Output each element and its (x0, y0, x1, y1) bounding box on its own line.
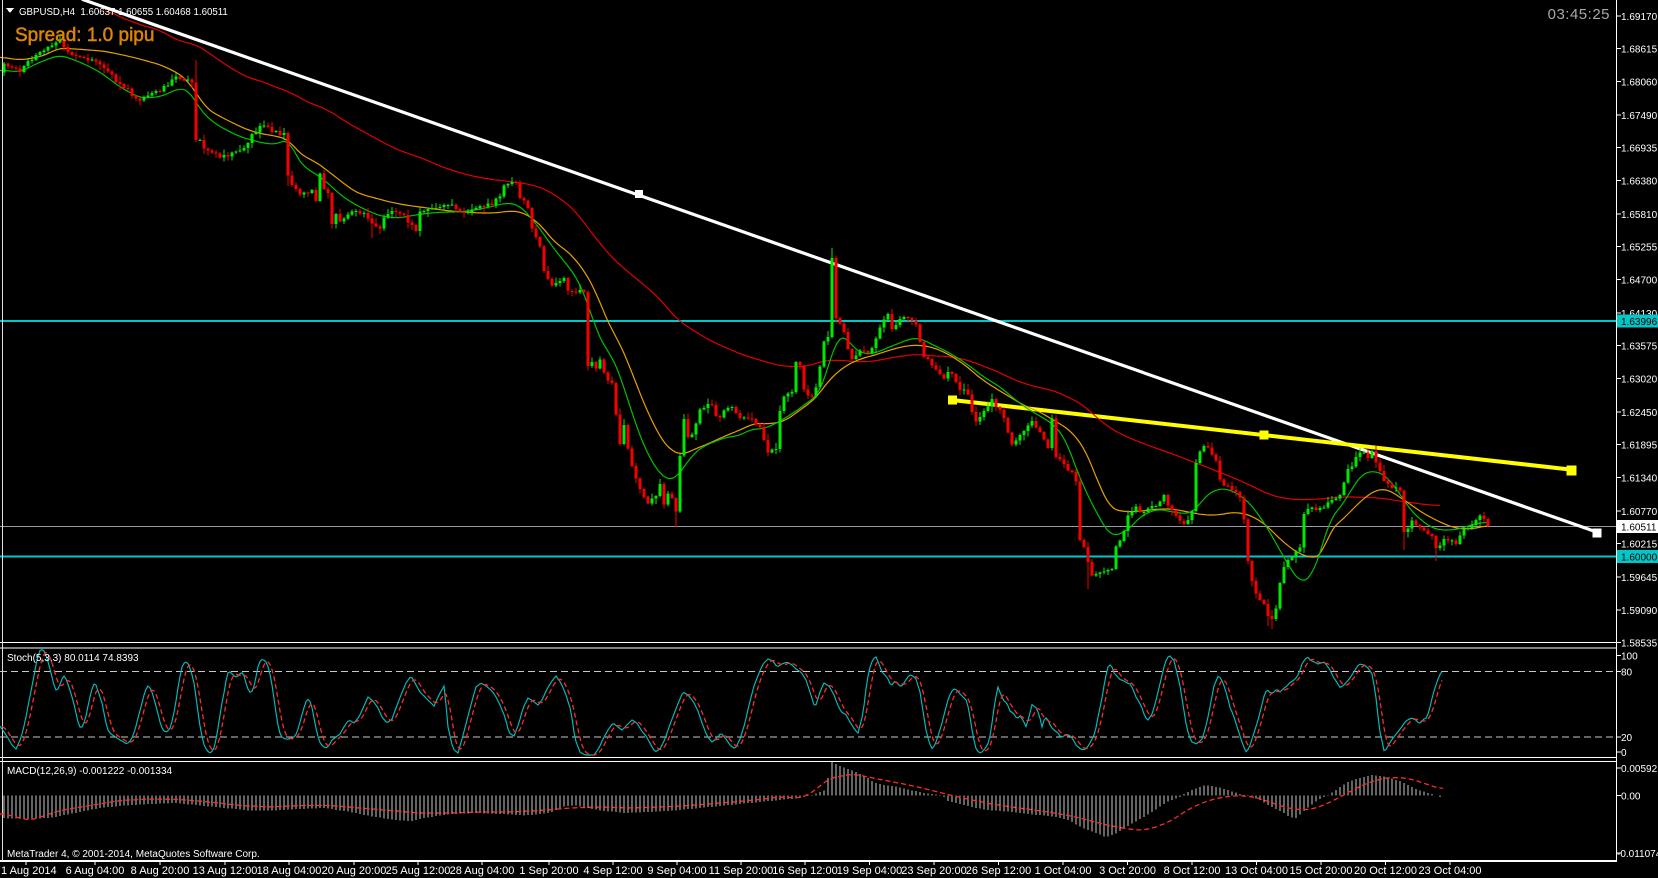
svg-text:8 Oct 12:00: 8 Oct 12:00 (1164, 865, 1221, 877)
svg-text:03:45:25: 03:45:25 (1548, 6, 1610, 23)
svg-text:20 Oct 12:00: 20 Oct 12:00 (1354, 865, 1417, 877)
svg-text:9 Sep 04:00: 9 Sep 04:00 (647, 865, 706, 877)
svg-text:1 Oct 04:00: 1 Oct 04:00 (1035, 865, 1092, 877)
svg-text:Stoch(5,3,3) 80.0114 74.8393: Stoch(5,3,3) 80.0114 74.8393 (7, 653, 139, 664)
svg-text:80: 80 (1621, 668, 1633, 679)
svg-text:1.60770: 1.60770 (1621, 507, 1658, 518)
svg-text:18 Aug 04:00: 18 Aug 04:00 (257, 865, 322, 877)
svg-text:1.65810: 1.65810 (1621, 210, 1658, 221)
svg-text:0: 0 (1621, 748, 1627, 759)
svg-text:16 Sep 12:00: 16 Sep 12:00 (772, 865, 837, 877)
svg-text:MetaTrader 4, © 2001-2014, Met: MetaTrader 4, © 2001-2014, MetaQuotes So… (7, 849, 260, 860)
svg-text:1.61340: 1.61340 (1621, 473, 1658, 484)
svg-text:1.58535: 1.58535 (1621, 639, 1658, 650)
svg-text:1.67490: 1.67490 (1621, 111, 1658, 122)
svg-text:1.66380: 1.66380 (1621, 176, 1658, 187)
svg-text:1.63575: 1.63575 (1621, 342, 1658, 353)
svg-text:23 Sep 20:00: 23 Sep 20:00 (901, 865, 966, 877)
svg-text:3 Oct 20:00: 3 Oct 20:00 (1099, 865, 1156, 877)
svg-text:1.60000: 1.60000 (1621, 553, 1658, 564)
svg-text:100: 100 (1621, 651, 1638, 662)
svg-text:1.60215: 1.60215 (1621, 540, 1658, 551)
svg-text:19 Sep 04:00: 19 Sep 04:00 (837, 865, 902, 877)
svg-text:1.60511: 1.60511 (1621, 523, 1657, 534)
svg-text:GBPUSD,H4 1.60637 1.60655 1.6: GBPUSD,H4 1.60637 1.60655 1.60468 1.6051… (19, 7, 228, 18)
svg-text:4 Sep 12:00: 4 Sep 12:00 (583, 865, 642, 877)
svg-text:15 Oct 20:00: 15 Oct 20:00 (1290, 865, 1353, 877)
svg-text:1.66935: 1.66935 (1621, 144, 1658, 155)
svg-text:6 Aug 04:00: 6 Aug 04:00 (66, 865, 125, 877)
svg-text:28 Aug 04:00: 28 Aug 04:00 (450, 865, 515, 877)
svg-text:0.00: 0.00 (1621, 791, 1641, 802)
svg-text:1.65255: 1.65255 (1621, 243, 1658, 254)
svg-text:1 Sep 20:00: 1 Sep 20:00 (519, 865, 578, 877)
svg-text:1.62450: 1.62450 (1621, 408, 1658, 419)
svg-text:1 Aug 2014: 1 Aug 2014 (1, 865, 57, 877)
svg-text:Spread: 1.0 pipu: Spread: 1.0 pipu (15, 25, 154, 46)
svg-text:1.69170: 1.69170 (1621, 12, 1658, 23)
svg-text:MACD(12,26,9) -0.001222 -0.001: MACD(12,26,9) -0.001222 -0.001334 (7, 766, 173, 777)
svg-text:1.59090: 1.59090 (1621, 606, 1658, 617)
svg-text:0.00592: 0.00592 (1621, 764, 1658, 775)
svg-text:1.61895: 1.61895 (1621, 441, 1658, 452)
svg-text:1.59645: 1.59645 (1621, 573, 1658, 584)
svg-text:13 Oct 04:00: 13 Oct 04:00 (1225, 865, 1288, 877)
svg-text:20: 20 (1621, 733, 1633, 744)
svg-text:20 Aug 20:00: 20 Aug 20:00 (322, 865, 387, 877)
svg-text:25 Aug 12:00: 25 Aug 12:00 (386, 865, 451, 877)
svg-text:26 Sep 12:00: 26 Sep 12:00 (966, 865, 1031, 877)
svg-text:1.63996: 1.63996 (1621, 317, 1658, 328)
svg-text:-0.011074: -0.011074 (1617, 849, 1658, 860)
svg-text:23 Oct 04:00: 23 Oct 04:00 (1419, 865, 1482, 877)
svg-text:1.64700: 1.64700 (1621, 275, 1658, 286)
svg-text:8 Aug 20:00: 8 Aug 20:00 (131, 865, 190, 877)
svg-text:1.68615: 1.68615 (1621, 45, 1658, 56)
svg-text:13 Aug 12:00: 13 Aug 12:00 (193, 865, 258, 877)
svg-text:1.68060: 1.68060 (1621, 77, 1658, 88)
svg-text:11 Sep 20:00: 11 Sep 20:00 (709, 865, 774, 877)
svg-text:1.63020: 1.63020 (1621, 374, 1658, 385)
